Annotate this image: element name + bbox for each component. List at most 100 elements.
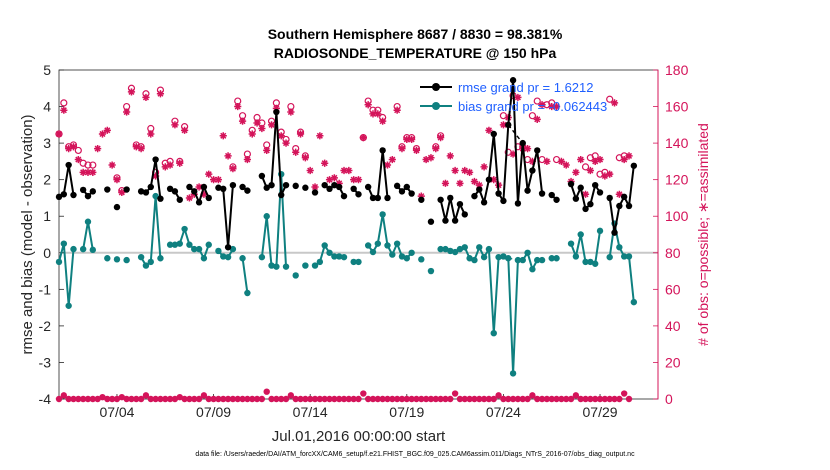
obs-assimilated-marker bbox=[335, 179, 343, 187]
obs-low-marker bbox=[606, 395, 613, 403]
obs-assimilated-marker bbox=[408, 135, 416, 144]
obs-low-marker bbox=[345, 395, 353, 403]
obs-low-marker bbox=[186, 395, 193, 403]
rmse-point bbox=[471, 192, 478, 200]
obs-low-marker bbox=[543, 395, 551, 403]
rmse-point bbox=[220, 185, 227, 193]
bias-point bbox=[311, 262, 319, 269]
rmse-point bbox=[451, 217, 459, 224]
rmse-point bbox=[104, 186, 111, 193]
obs-assimilated-marker bbox=[383, 161, 392, 169]
obs-low-marker bbox=[244, 395, 251, 403]
rmse-point bbox=[89, 188, 97, 195]
bias-point bbox=[65, 302, 72, 309]
obs-assimilated-marker bbox=[113, 176, 121, 184]
obs-low-marker bbox=[263, 388, 270, 395]
obs-low-marker bbox=[55, 395, 63, 403]
bias-point bbox=[616, 244, 623, 251]
legend-bias-label: bias grand pr = -0.062443 bbox=[458, 98, 608, 114]
obs-assimilated-marker bbox=[557, 157, 565, 165]
obs-assimilated-marker bbox=[586, 166, 594, 175]
chart-title: Southern Hemisphere 8687 / 8830 = 98.381… bbox=[267, 26, 563, 42]
obs-assimilated-marker bbox=[437, 134, 445, 142]
bias-point bbox=[142, 262, 150, 269]
obs-assimilated-marker bbox=[79, 168, 87, 176]
rmse-point bbox=[171, 188, 179, 195]
x-tick-label: 07/29 bbox=[583, 404, 618, 420]
obs-assimilated-marker bbox=[214, 176, 223, 184]
rmse-point bbox=[572, 195, 580, 202]
obs-assimilated-marker bbox=[311, 183, 319, 191]
obs-assimilated-marker bbox=[359, 134, 367, 142]
obs-assimilated-marker bbox=[446, 152, 454, 160]
obs-assimilated-marker bbox=[277, 132, 285, 140]
rmse-point bbox=[321, 181, 328, 189]
obs-assimilated-marker bbox=[195, 183, 203, 191]
bias-point bbox=[350, 258, 357, 266]
obs-assimilated-marker bbox=[533, 115, 541, 123]
x-tick-label: 07/09 bbox=[196, 404, 231, 420]
bias-point bbox=[630, 298, 638, 306]
obs-assimilated-marker bbox=[137, 144, 145, 153]
obs-assimilated-marker bbox=[267, 121, 276, 129]
bias-point bbox=[408, 249, 415, 256]
bias-point bbox=[490, 330, 497, 337]
rmse-point bbox=[65, 161, 72, 169]
obs-assimilated-marker bbox=[606, 170, 614, 178]
rmse-point bbox=[442, 217, 449, 224]
rmse-point bbox=[166, 185, 174, 193]
rmse-point bbox=[278, 191, 285, 199]
obs-low-marker bbox=[113, 395, 121, 403]
bias-point bbox=[79, 245, 87, 253]
obs-low-marker bbox=[350, 395, 357, 403]
obs-low-marker bbox=[157, 395, 164, 403]
rmse-point bbox=[292, 182, 299, 190]
obs-assimilated-marker bbox=[466, 168, 474, 176]
bias-point bbox=[427, 267, 435, 275]
obs-low-marker bbox=[389, 395, 396, 403]
y-tick-label: 4 bbox=[43, 99, 51, 115]
bias-point bbox=[195, 245, 203, 253]
obs-low-marker bbox=[99, 393, 106, 401]
rmse-point bbox=[60, 191, 68, 198]
rmse-point bbox=[509, 77, 517, 84]
obs-assimilated-marker bbox=[427, 154, 435, 162]
rmse-point bbox=[480, 199, 488, 206]
obs-low-marker bbox=[60, 392, 68, 399]
obs-low-marker bbox=[268, 395, 275, 403]
obs-possible-marker bbox=[533, 97, 541, 105]
obs-assimilated-marker bbox=[292, 148, 300, 156]
rmse-point bbox=[152, 156, 159, 163]
obs-possible-marker bbox=[606, 95, 614, 103]
bias-point bbox=[538, 256, 546, 264]
obs-low-marker bbox=[596, 395, 604, 403]
obs-low-marker bbox=[567, 395, 575, 403]
rmse-point bbox=[630, 162, 638, 169]
obs-low-marker bbox=[485, 395, 493, 403]
rmse-point bbox=[490, 130, 497, 138]
obs-assimilated-marker bbox=[422, 155, 430, 164]
rmse-point bbox=[476, 186, 483, 193]
legend-rmse-swatch bbox=[420, 83, 452, 91]
legend-entry-bias: bias grand pr = -0.062443 bbox=[420, 97, 607, 115]
y-tick-label: 1 bbox=[43, 208, 51, 224]
obs-assimilated-marker bbox=[234, 102, 242, 111]
bias-point bbox=[505, 255, 512, 262]
obs-assimilated-marker bbox=[581, 190, 590, 198]
bias-point bbox=[495, 253, 502, 261]
obs-assimilated-marker bbox=[176, 159, 184, 167]
obs-assimilated-marker bbox=[432, 144, 440, 153]
obs-low-marker bbox=[592, 395, 599, 403]
obs-low-marker bbox=[466, 395, 473, 403]
y2-tick-label: 180 bbox=[665, 62, 689, 78]
bias-point bbox=[398, 253, 406, 260]
rmse-point bbox=[427, 218, 435, 225]
y2-tick-label: 80 bbox=[665, 245, 681, 261]
obs-assimilated-marker bbox=[379, 117, 387, 125]
rmse-point bbox=[258, 172, 266, 180]
bias-point bbox=[529, 266, 536, 273]
rmse-point bbox=[437, 196, 444, 203]
obs-low-marker bbox=[162, 395, 169, 403]
rmse-point bbox=[461, 211, 468, 218]
obs-low-marker bbox=[601, 395, 609, 403]
